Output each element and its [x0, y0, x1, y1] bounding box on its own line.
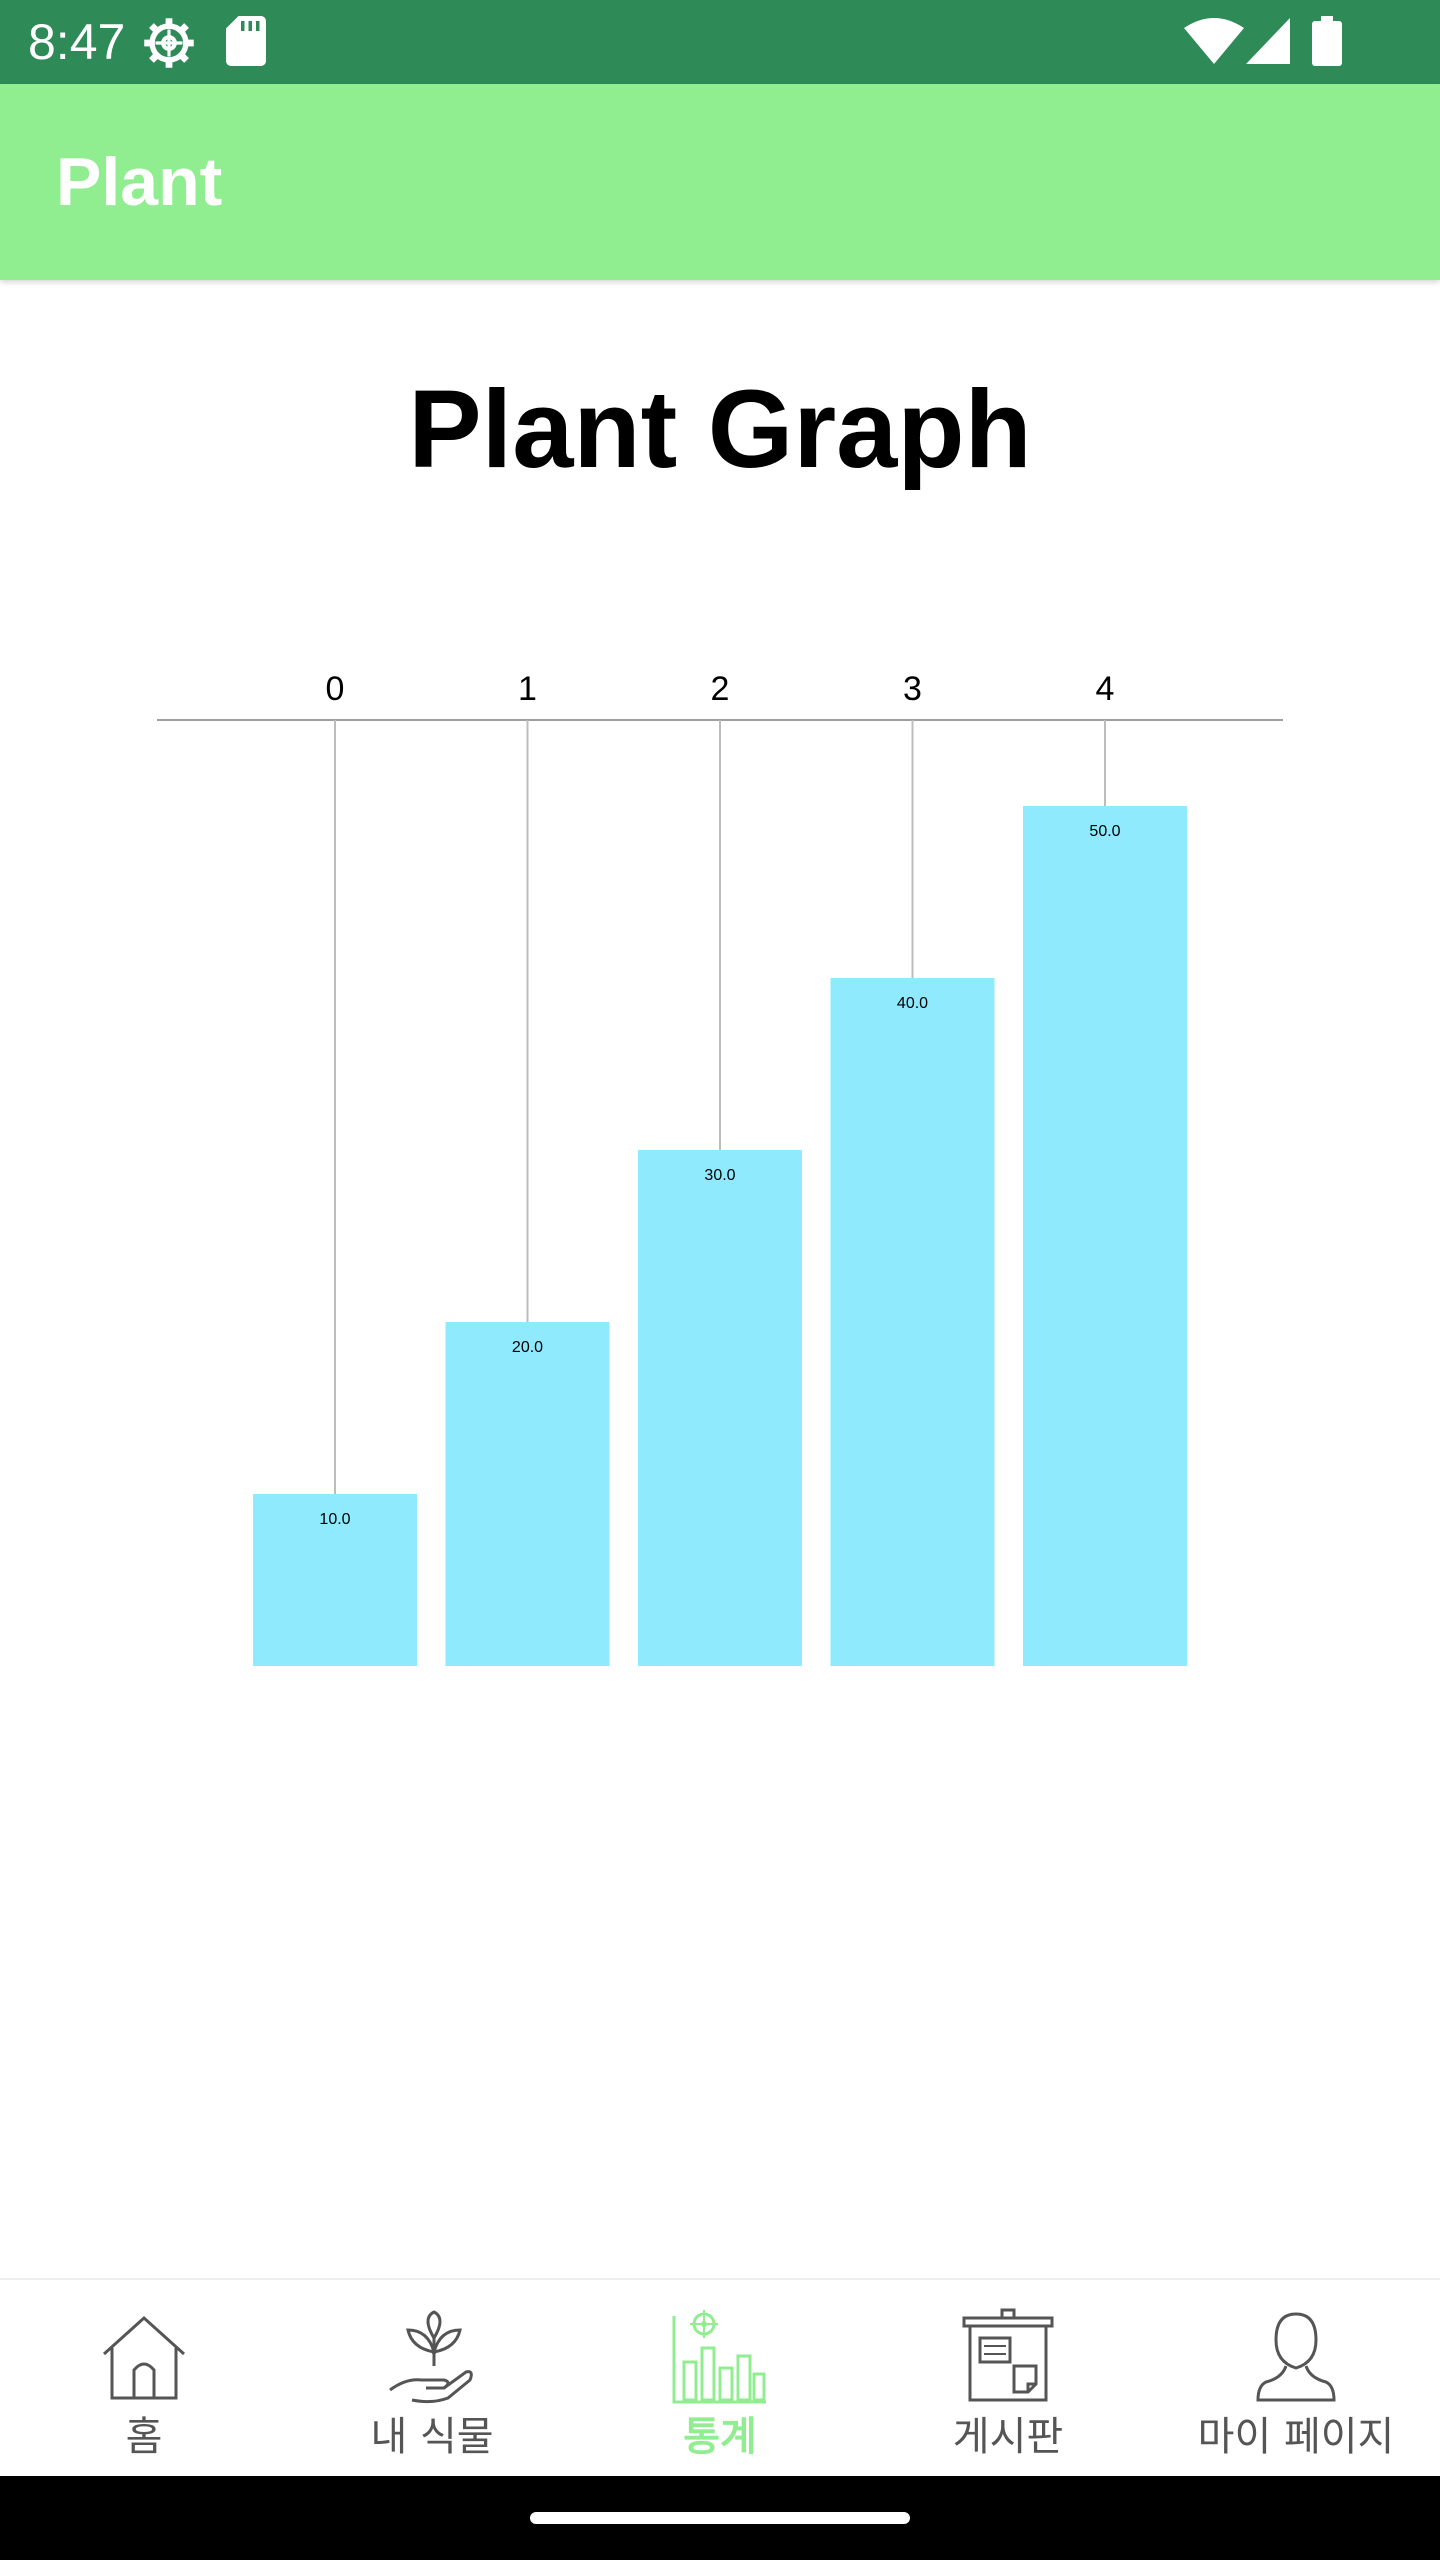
nav-item-statistics[interactable]: 통계 [576, 2280, 864, 2478]
bar [1023, 806, 1187, 1666]
signal-icon [1246, 18, 1290, 64]
bottom-navigation: 홈 내 식물 통계 [0, 2278, 1440, 2478]
nav-item-board[interactable]: 게시판 [864, 2280, 1152, 2478]
x-tick-label: 3 [903, 670, 922, 708]
status-time: 8:47 [28, 14, 126, 70]
bar [445, 1322, 610, 1666]
nav-item-my-page[interactable]: 마이 페이지 [1152, 2280, 1440, 2478]
bar [638, 1150, 802, 1666]
battery-icon [1312, 16, 1342, 66]
app-title: Plant [56, 144, 223, 220]
bar-value-label: 40.0 [897, 995, 928, 1012]
nav-label-statistics: 통계 [683, 2414, 757, 2460]
bar [830, 978, 995, 1666]
page-title: Plant Graph [408, 368, 1032, 491]
bar-value-label: 10.0 [319, 1511, 350, 1528]
nav-label-my-plants: 내 식물 [370, 2414, 494, 2460]
sd-card-icon [226, 16, 266, 66]
bulletin-board-icon [962, 2308, 1054, 2402]
x-tick-label: 1 [518, 670, 537, 708]
bar-value-label: 30.0 [704, 1167, 735, 1184]
plant-in-hand-icon [389, 2310, 473, 2404]
bar-value-label: 20.0 [512, 1339, 543, 1356]
x-tick-label: 4 [1096, 670, 1115, 708]
home-icon [102, 2315, 186, 2400]
user-profile-icon [1256, 2312, 1336, 2402]
nav-label-my-page: 마이 페이지 [1197, 2414, 1395, 2460]
nav-label-board: 게시판 [952, 2414, 1064, 2460]
nav-item-my-plants[interactable]: 내 식물 [288, 2280, 576, 2478]
nav-label-home: 홈 [125, 2414, 163, 2460]
status-bar: 8:47 [0, 0, 1440, 84]
wifi-icon [1184, 18, 1244, 64]
bar-chart: 10.0 0 20.0 1 30.0 2 40.0 3 50.0 4 [157, 670, 1283, 1666]
bar [253, 1494, 417, 1666]
statistics-chart-icon [672, 2310, 766, 2404]
settings-icon [144, 18, 194, 68]
x-tick-label: 2 [711, 670, 730, 708]
nav-item-home[interactable]: 홈 [0, 2280, 288, 2478]
app-bar: Plant [0, 84, 1440, 280]
system-gesture-bar [0, 2476, 1440, 2560]
bar-value-label: 50.0 [1089, 823, 1120, 840]
x-tick-label: 0 [326, 670, 345, 708]
home-gesture-handle[interactable] [530, 2512, 910, 2524]
